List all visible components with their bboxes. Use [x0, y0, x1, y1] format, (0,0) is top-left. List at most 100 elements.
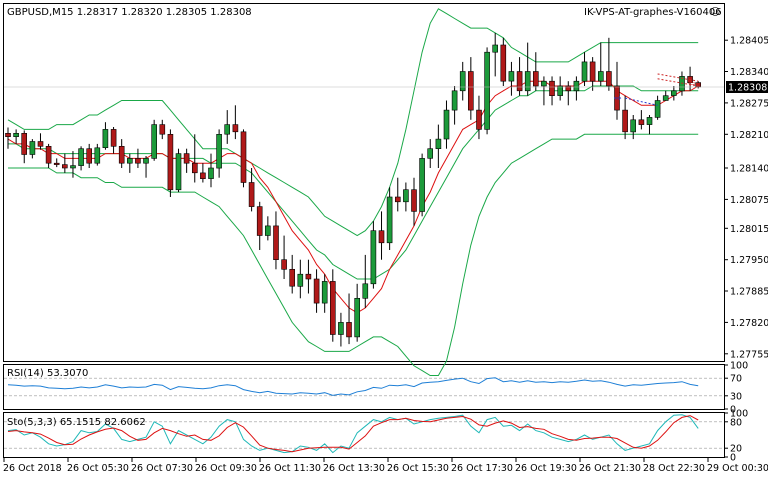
candle-body	[338, 322, 344, 335]
candle	[338, 312, 344, 347]
sto-label: Sto(5,3,3) 65.1515 82.6062	[7, 417, 146, 428]
candle	[159, 119, 166, 140]
time-axis: 26 Oct 2018 26 Oct 05:30 26 Oct 07:30 26 Oc…	[3, 458, 768, 474]
bb-lower-line	[8, 133, 699, 376]
price-tick-label: 1.28075	[730, 195, 768, 206]
candle-body	[216, 134, 222, 169]
candle	[443, 100, 450, 149]
candle-body	[281, 259, 287, 270]
candle-body	[240, 131, 247, 183]
candle	[370, 221, 377, 289]
time-tick-label: 26 Oct 09:30	[195, 463, 257, 474]
candle	[94, 143, 101, 166]
price-tick-label: 1.28015	[730, 224, 768, 235]
candle	[321, 274, 328, 313]
candle-body	[305, 273, 312, 280]
candle-body	[476, 109, 482, 130]
candle	[508, 61, 515, 96]
price-tick-label: 1.27755	[730, 349, 768, 360]
smiley-icon[interactable]: ☺	[710, 7, 720, 18]
candle-body	[21, 133, 28, 155]
candle-body	[110, 129, 117, 147]
candle-body	[370, 230, 377, 285]
candle	[5, 127, 11, 149]
candle-body	[118, 146, 125, 164]
candle	[29, 139, 36, 159]
candle-body	[159, 124, 166, 135]
candle-body	[289, 268, 296, 287]
candle	[467, 57, 474, 120]
candle	[240, 129, 247, 188]
rsi-panel-frame	[3, 364, 725, 410]
candle-body	[167, 134, 174, 191]
candle-body	[354, 297, 361, 338]
candle	[630, 115, 637, 140]
candle	[37, 133, 44, 150]
candle	[646, 115, 653, 135]
candle-body	[183, 153, 190, 164]
candle-body	[61, 164, 68, 169]
candle-body	[70, 165, 76, 169]
candle-body	[524, 71, 531, 92]
time-tick-label: 26 Oct 15:30	[387, 463, 449, 474]
candle-body	[45, 146, 52, 164]
price-tick-label: 1.28340	[730, 67, 768, 78]
candle	[216, 129, 222, 178]
candle	[403, 182, 409, 212]
candle	[597, 42, 604, 86]
osc-tick-label: 20	[730, 444, 742, 455]
candle-body	[248, 182, 255, 207]
sto-k-line	[7, 414, 699, 454]
candle-body	[451, 90, 458, 111]
rsi-indicator: 100 70 30 0	[4, 361, 748, 416]
candle	[192, 134, 198, 183]
candle-body	[459, 71, 466, 92]
candle-body	[200, 172, 206, 179]
osc-tick-label: 100	[730, 361, 748, 372]
candle	[654, 95, 661, 120]
candle	[248, 168, 255, 212]
candle	[175, 148, 182, 193]
watermark: IK-VPS-AT-graphes-V160406	[584, 7, 722, 18]
candle-body	[346, 322, 352, 338]
candle-body	[256, 206, 263, 236]
trade-line-red-2	[657, 78, 699, 87]
candle	[541, 76, 547, 106]
candle	[13, 129, 19, 144]
candle-body	[329, 281, 336, 335]
candle	[362, 254, 369, 308]
price-axis: 1.28405 1.28340 1.28275 1.28210 1.28140 1.280…	[4, 36, 768, 360]
candle	[256, 201, 263, 250]
candle-body	[127, 158, 133, 164]
candle-body	[695, 82, 702, 88]
candle-body	[589, 61, 596, 82]
time-tick-label: 26 Oct 13:30	[323, 463, 385, 474]
candle-body	[135, 158, 141, 164]
candle	[622, 95, 628, 140]
candle-body	[78, 148, 84, 166]
candle	[581, 52, 588, 86]
time-tick-label: 26 Oct 21:30	[579, 463, 641, 474]
candle-body	[192, 162, 198, 174]
candle-body	[386, 196, 393, 244]
candle-body	[630, 119, 637, 133]
candle-body	[541, 80, 547, 87]
candle	[110, 127, 117, 154]
candle-body	[581, 61, 588, 82]
candle	[427, 139, 434, 168]
candle	[183, 148, 190, 173]
candle	[589, 57, 596, 91]
candle	[143, 156, 149, 178]
candle	[662, 90, 669, 101]
sto-d-line	[7, 415, 699, 453]
candle-body	[662, 95, 669, 101]
candle-body	[143, 158, 149, 164]
price-tick-label: 1.28275	[730, 98, 768, 109]
price-tick-label: 1.27885	[730, 287, 768, 298]
candle	[127, 153, 133, 173]
candle-body	[516, 71, 523, 92]
candle-body	[679, 76, 685, 92]
candle-body	[492, 44, 499, 53]
candle-body	[614, 85, 620, 111]
